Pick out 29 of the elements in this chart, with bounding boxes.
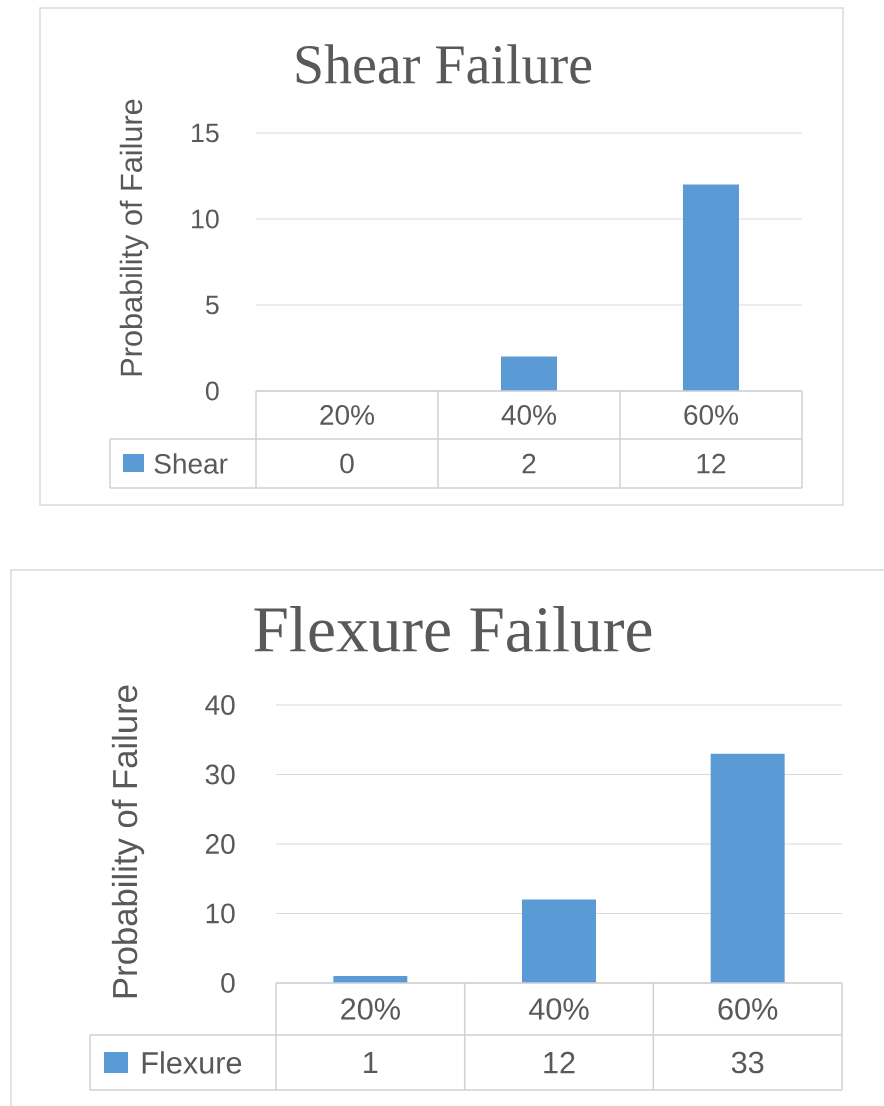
y-tick-label: 10 [206,903,235,924]
chart-title: Flexure Failure [254,606,652,652]
x-tick-label: 40% [501,405,557,425]
y-tick-label: 10 [192,209,219,229]
y-axis-title: Probability of Failure [111,685,145,998]
chart-title: Shear Failure [296,44,592,84]
y-tick-label: 0 [221,973,235,993]
data-label: 2 [522,453,536,474]
x-tick-label: 20% [341,998,400,1020]
legend-label: Shear [154,453,228,474]
x-tick-label: 20% [320,405,375,425]
data-label: 12 [697,453,726,474]
y-axis-title: Probability of Failure [119,99,149,376]
y-tick-label: 5 [205,295,219,315]
data-label: 0 [340,453,354,474]
y-tick-label: 20 [205,834,235,854]
data-label: 33 [731,1051,764,1074]
bar [522,899,596,983]
data-label: 12 [544,1051,575,1074]
x-tick-label: 60% [684,405,739,425]
x-tick-label: 40% [529,998,589,1020]
bar [710,753,785,983]
y-tick-label: 30 [205,764,235,785]
y-tick-label: 40 [205,695,235,715]
data-label: 1 [364,1051,378,1074]
legend-label: Flexure [142,1051,242,1074]
x-tick-label: 60% [718,998,778,1020]
y-tick-label: 0 [205,381,219,401]
y-tick-label: 15 [192,123,219,143]
